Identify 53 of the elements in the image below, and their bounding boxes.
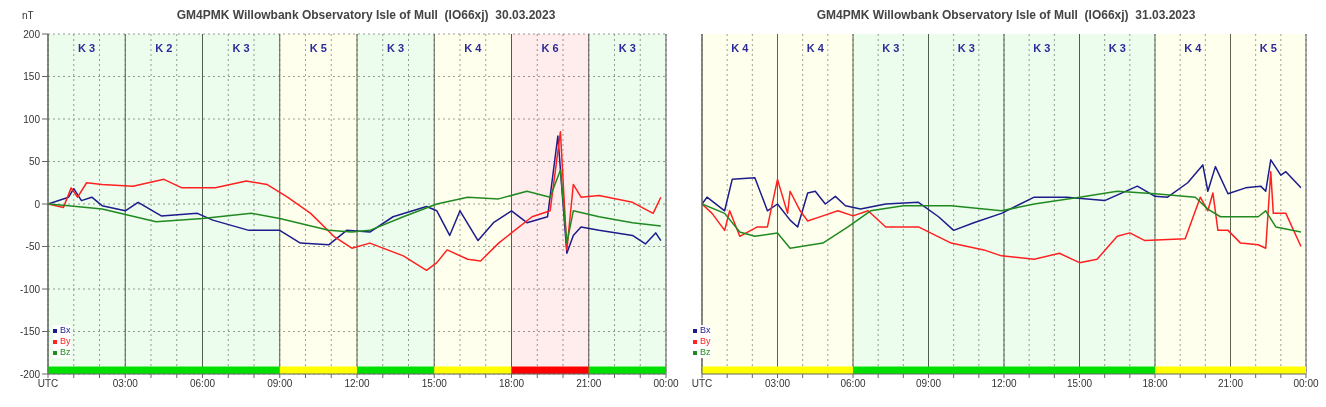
x-tick-label: 00:00 bbox=[653, 378, 679, 390]
annotation: K 5 bbox=[309, 41, 327, 54]
x-tick-label: 06:00 bbox=[840, 378, 866, 390]
legend-label: Bx bbox=[700, 325, 711, 335]
y-tick-label: -200 bbox=[19, 368, 41, 380]
y-tick-label: 50 bbox=[28, 156, 41, 168]
legend-label: Bx bbox=[60, 325, 71, 335]
x-tick-label: 03:00 bbox=[112, 378, 139, 390]
y-tick-label: 100 bbox=[23, 113, 41, 125]
x-tick-label: UTC bbox=[691, 378, 713, 390]
annotation: K 2 bbox=[155, 41, 173, 54]
x-tick-label: 18:00 bbox=[1142, 378, 1168, 390]
x-tick-label: 06:00 bbox=[189, 378, 216, 390]
annotation: K 3 bbox=[78, 41, 96, 54]
x-tick-label: UTC bbox=[37, 378, 59, 390]
x-tick-label: 03:00 bbox=[764, 378, 791, 390]
legend-label: By bbox=[60, 336, 71, 346]
chart-title: GM4PMK Willowbank Observatory Isle of Mull (IO66xj) 30.03.2023 bbox=[176, 8, 556, 22]
y-tick-label: -100 bbox=[19, 283, 41, 295]
x-tick-label: 12:00 bbox=[344, 378, 370, 390]
annotation: K 3 bbox=[232, 41, 250, 54]
x-tick-label: 12:00 bbox=[991, 378, 1017, 390]
x-tick-label: 00:00 bbox=[1293, 378, 1319, 390]
line-series bbox=[48, 169, 662, 244]
annotation: K 3 bbox=[957, 41, 975, 54]
x-tick-label: 21:00 bbox=[1217, 378, 1244, 390]
annotation: K 3 bbox=[618, 41, 636, 54]
annotation: K 3 bbox=[882, 41, 900, 54]
annotation: K 6 bbox=[541, 41, 559, 54]
legend-label: Bz bbox=[60, 347, 71, 357]
y-tick-label: -50 bbox=[25, 241, 41, 253]
annotation: K 4 bbox=[731, 41, 750, 54]
annotation: K 4 bbox=[1184, 41, 1203, 54]
x-tick-label: 15:00 bbox=[421, 378, 448, 390]
legend-label: By bbox=[700, 336, 711, 346]
y-tick-label: -150 bbox=[19, 326, 41, 338]
chart-title: GM4PMK Willowbank Observatory Isle of Mull (IO66xj) 31.03.2023 bbox=[815, 8, 1197, 24]
y-tick-label: 200 bbox=[23, 28, 41, 40]
legend-label: Bz bbox=[700, 347, 711, 357]
annotation: K 4 bbox=[806, 41, 825, 54]
x-tick-label: 09:00 bbox=[267, 378, 293, 390]
y-tick-label: 150 bbox=[23, 71, 41, 83]
y-tick-label: 0 bbox=[34, 198, 41, 210]
annotation: K 3 bbox=[1108, 41, 1126, 54]
x-tick-label: 09:00 bbox=[915, 378, 942, 390]
annotation: K 4 bbox=[464, 41, 483, 54]
x-tick-label: 18:00 bbox=[498, 378, 525, 390]
y-axis-title: nT bbox=[22, 10, 34, 21]
annotation: K 3 bbox=[387, 41, 405, 54]
annotation: K 5 bbox=[1259, 41, 1277, 54]
x-tick-label: 15:00 bbox=[1066, 378, 1093, 390]
annotation: K 3 bbox=[1033, 41, 1051, 54]
x-tick-label: 21:00 bbox=[576, 378, 602, 390]
